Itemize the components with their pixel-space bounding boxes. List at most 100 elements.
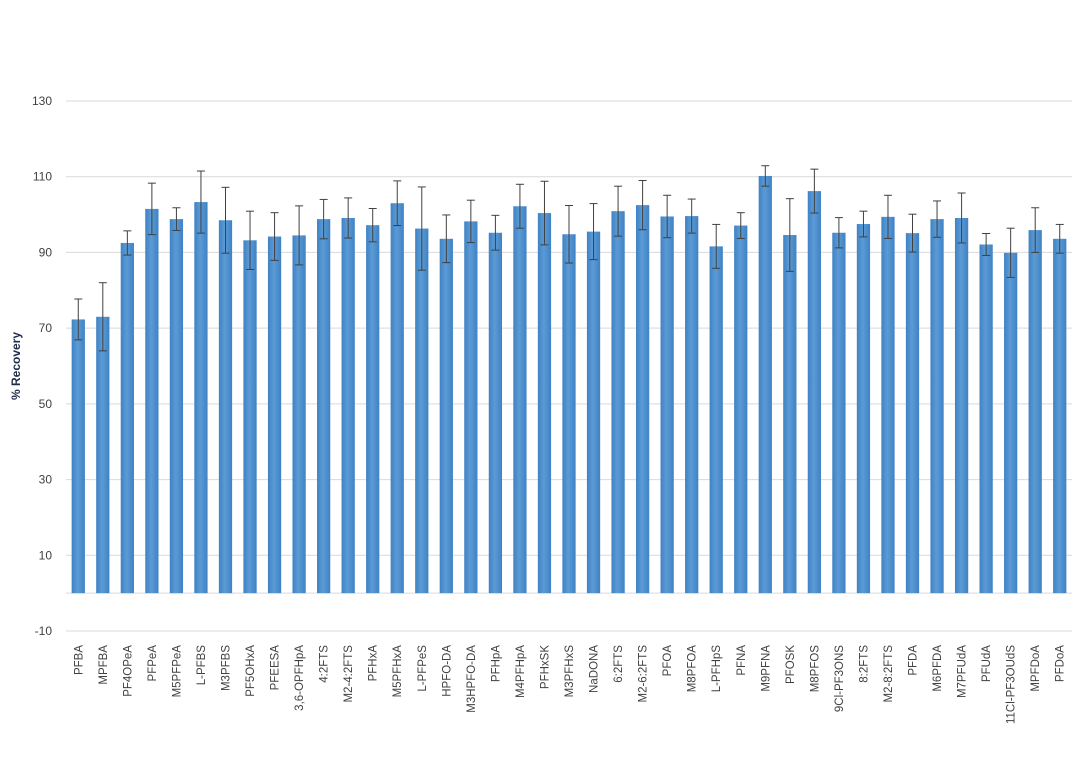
x-category-label: PF4OPeA: [122, 645, 134, 697]
bars: [71, 175, 1067, 594]
bar: [635, 205, 650, 594]
x-category-labels: PFBA MPFBA PF4OPeA PFPeA M5PFPeA L-PFBS M3PFBS…: [73, 645, 1066, 724]
bar: [685, 216, 699, 594]
x-category-label: 3,6-OPFHpA: [294, 645, 306, 711]
bar: [96, 316, 110, 594]
bar: [513, 206, 527, 594]
error-bars: [74, 165, 1064, 352]
x-category-label: PFHxSK: [539, 645, 551, 689]
error-bar: [908, 213, 917, 253]
bar: [660, 216, 674, 594]
error-bar: [246, 210, 255, 270]
x-category-label: 8:2FTS: [858, 645, 870, 683]
x-category-label: M7PFUdA: [957, 645, 969, 698]
error-bar: [466, 199, 475, 244]
y-tick-label: -10: [35, 624, 53, 638]
error-bar: [1055, 223, 1064, 254]
bar: [734, 225, 748, 594]
bar: [881, 216, 895, 594]
x-category-label: 11Cl-PF3OUdS: [1006, 645, 1018, 724]
bar: [1004, 252, 1018, 594]
x-category-label: PFBA: [73, 645, 85, 675]
x-category-label: M9PFNA: [760, 645, 772, 692]
y-tick-label: 110: [33, 170, 52, 184]
x-category-label: PFHxA: [368, 645, 380, 682]
x-category-label: MPFBA: [98, 645, 110, 685]
bar: [856, 224, 871, 594]
error-bar: [417, 186, 426, 271]
error-bar: [638, 180, 647, 231]
bar: [267, 236, 282, 594]
error-bar: [393, 180, 402, 227]
x-category-label: M3PFBS: [220, 645, 232, 691]
bar: [954, 217, 969, 594]
error-bar: [540, 180, 549, 246]
error-bar: [589, 203, 598, 261]
x-category-label: PFOSK: [785, 645, 797, 684]
bar: [832, 232, 846, 594]
bar: [1028, 230, 1042, 594]
x-category-label: L-PFHpS: [711, 645, 723, 693]
bar: [243, 240, 257, 594]
bar: [145, 208, 159, 594]
x-category-label: NaDONA: [589, 645, 601, 693]
x-category-label: M8PFOS: [809, 645, 821, 693]
x-category-label: MPFDoA: [1030, 645, 1042, 692]
bar: [930, 219, 944, 594]
y-tick-label: 10: [39, 548, 53, 562]
error-bar: [712, 223, 721, 269]
x-category-label: M8PFOA: [687, 645, 699, 693]
bar: [488, 232, 503, 594]
x-category-label: M5PFPeA: [171, 645, 183, 698]
bar: [807, 191, 821, 594]
y-tick-label: 30: [39, 473, 53, 487]
y-tick-label: 130: [32, 94, 52, 108]
x-category-label: PFHpA: [490, 645, 502, 682]
error-bar: [933, 200, 942, 238]
x-category-label: L-PFBS: [196, 645, 208, 686]
x-category-label: L-PFPeS: [417, 645, 429, 692]
error-bar: [761, 165, 770, 187]
error-bar: [663, 194, 672, 239]
error-bar: [172, 207, 181, 231]
error-bar: [442, 214, 451, 264]
x-category-label: 9Cl-PF3ONS: [834, 645, 846, 712]
error-bar: [368, 208, 377, 243]
x-category-label: PFDA: [908, 645, 920, 676]
bar: [218, 220, 233, 594]
error-bar: [859, 210, 868, 238]
error-bar: [515, 183, 524, 229]
bar: [586, 231, 601, 594]
x-category-label: M2-4:2FTS: [343, 645, 355, 703]
x-category-label: PFOA: [662, 645, 674, 677]
bar: [439, 238, 453, 594]
bar: [758, 175, 772, 594]
error-bar: [834, 217, 843, 249]
error-bar: [736, 212, 745, 239]
x-category-label: 4:2FTS: [319, 645, 331, 683]
bar: [317, 219, 331, 594]
y-axis-title: % Recovery: [9, 332, 23, 400]
bar: [562, 234, 576, 594]
error-bar: [221, 186, 230, 254]
error-bar: [74, 298, 83, 341]
x-category-label: PF5OHxA: [245, 645, 257, 697]
x-category-label: M5PFHxA: [392, 645, 404, 698]
error-bar: [319, 198, 328, 240]
error-bar: [295, 205, 304, 266]
error-bar: [810, 168, 819, 214]
x-category-label: HPFO-DA: [441, 645, 453, 697]
error-bar: [344, 197, 353, 239]
bar: [1053, 238, 1067, 594]
bar: [120, 242, 134, 594]
bar: [390, 203, 404, 594]
bar: [341, 217, 355, 594]
x-category-label: M2-8:2FTS: [883, 645, 895, 703]
error-bar: [196, 170, 205, 234]
error-bar: [270, 212, 279, 261]
y-tick-labels: -10 10 30 50 70 90 110 130: [32, 94, 52, 638]
error-bar: [147, 182, 156, 236]
x-category-label: M3HPFO-DA: [466, 645, 478, 713]
error-bar: [785, 198, 794, 272]
